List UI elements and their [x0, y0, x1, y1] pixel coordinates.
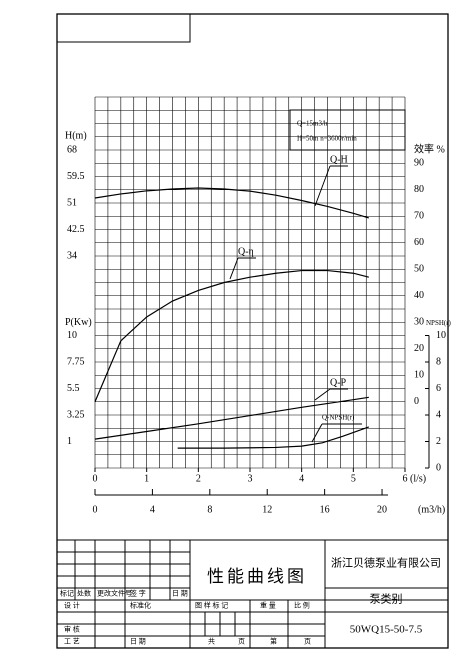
leader-line	[229, 257, 239, 280]
info-text: Q=15m3/h	[297, 120, 328, 128]
npsh-tick-label: 4	[436, 409, 441, 420]
p-tick-label: 1	[67, 436, 72, 447]
sheet-border	[56, 13, 449, 649]
curve	[94, 396, 369, 440]
info-box	[289, 109, 406, 151]
eff-axis-label: 效率 %	[414, 143, 445, 156]
eff-tick-label: 90	[414, 158, 424, 169]
info-text: H=50m n=3600r/min	[297, 135, 357, 143]
eff-tick-label: 60	[414, 237, 424, 248]
role: 工 艺	[64, 638, 80, 646]
h-tick-label: 42.5	[67, 224, 85, 235]
rev-header: 标记	[60, 589, 74, 598]
npsh-tick-label: 6	[436, 383, 441, 394]
x2-tick-label: 20	[377, 504, 387, 515]
p-axis-label: P(Kw)	[65, 317, 92, 328]
h-tick-label: 51	[67, 197, 77, 208]
curve	[94, 269, 369, 402]
npsh-tick-label: 10	[436, 330, 446, 341]
role: 审 核	[64, 625, 80, 634]
leader-line	[311, 423, 323, 443]
x-tick-label: 6	[403, 473, 408, 484]
title-block	[57, 539, 448, 648]
x-tick-label: 0	[93, 473, 98, 484]
x-axis-label: (l/s)	[410, 473, 426, 484]
eff-tick-label: 40	[414, 290, 424, 301]
rev-header: 处数	[77, 589, 91, 598]
x2-tick-label: 0	[93, 504, 98, 515]
eff-tick-label: 10	[414, 370, 424, 381]
p-tick-label: 10	[67, 330, 77, 341]
x-tick-label: 2	[196, 473, 201, 484]
h-tick-label: 59.5	[67, 171, 85, 182]
x2-axis-label: (m3/h)	[418, 504, 445, 515]
leader-line	[314, 165, 331, 207]
x2-tick-label: 4	[150, 504, 155, 515]
eff-tick-label: 50	[414, 264, 424, 275]
p-tick-label: 5.5	[67, 383, 80, 394]
category: 泵类别	[370, 592, 403, 606]
x2-tick-label: 8	[207, 504, 212, 515]
drawing-mark: 图 样 标 记	[195, 601, 228, 610]
p-tick-label: 3.25	[67, 409, 85, 420]
x-tick-label: 5	[351, 473, 356, 484]
leader-line	[314, 388, 331, 401]
curve-label: Q-NPSH(r)	[322, 414, 355, 422]
eff-tick-label: 80	[414, 184, 424, 195]
h-tick-label: 34	[67, 250, 77, 261]
eff-tick-label: 0	[414, 396, 419, 407]
curve	[94, 187, 370, 219]
rev-header: 签 字	[130, 589, 146, 598]
footer: 页	[238, 638, 245, 646]
x2-tick-label: 16	[320, 504, 330, 515]
scale: 比 例	[294, 601, 310, 610]
eff-tick-label: 30	[414, 317, 424, 328]
role: 日 期	[130, 638, 146, 646]
rev-header: 日 期	[172, 590, 188, 598]
weight: 重 量	[260, 602, 276, 610]
role: 标准化	[130, 601, 151, 610]
curve-label: Q-P	[330, 377, 347, 388]
x2-tick-label: 12	[262, 504, 272, 515]
x-tick-label: 3	[248, 473, 253, 484]
eff-tick-label: 70	[414, 211, 424, 222]
corner-box	[56, 13, 191, 43]
npsh-axis-label: NPSH(r)	[426, 319, 452, 327]
h-tick-label: 68	[67, 144, 77, 155]
doc-title: 性能曲线图	[207, 567, 307, 586]
model: 50WQ15-50-7.5	[350, 624, 423, 636]
npsh-tick-label: 0	[436, 462, 441, 473]
npsh-tick-label: 2	[436, 436, 441, 447]
grid	[94, 96, 406, 469]
footer: 第	[270, 637, 277, 646]
footer: 页	[304, 638, 311, 646]
company: 浙江贝德泵业有限公司	[331, 556, 441, 570]
eff-tick-label: 20	[414, 343, 424, 354]
p-tick-label: 7.75	[67, 356, 85, 367]
x-tick-label: 4	[299, 473, 304, 484]
footer: 共	[208, 637, 215, 646]
curve	[177, 426, 370, 449]
x-tick-label: 1	[144, 473, 149, 484]
npsh-tick-label: 8	[436, 356, 441, 367]
rev-header: 更改文件号	[97, 589, 132, 598]
role: 设 计	[64, 601, 80, 610]
curve-label: Q-η	[238, 246, 254, 257]
h-axis-label: H(m)	[65, 130, 87, 141]
curve-label: Q-H	[330, 154, 348, 165]
